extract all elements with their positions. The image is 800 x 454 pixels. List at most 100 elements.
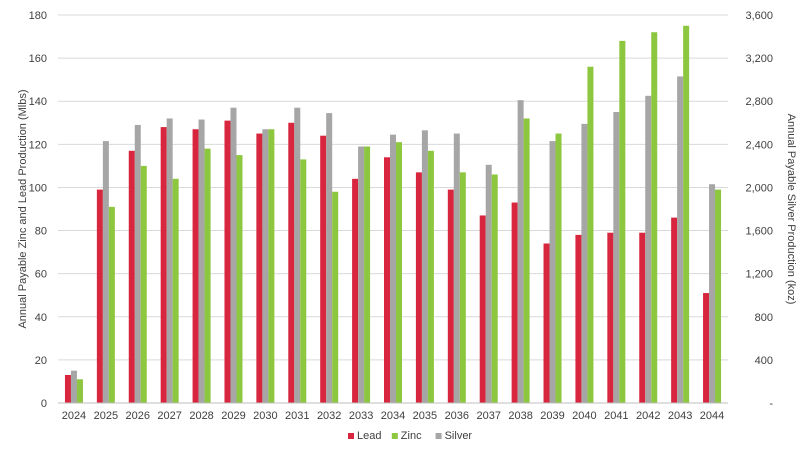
bar-silver (645, 95, 652, 403)
bar-lead (128, 150, 135, 403)
right-tick-label: 400 (755, 355, 773, 367)
legend-swatch (348, 433, 354, 439)
right-tick-label: - (769, 398, 773, 410)
x-tick-label: 2027 (157, 410, 181, 422)
bar-silver (709, 184, 716, 403)
bar-zinc (683, 25, 690, 404)
bar-zinc (491, 174, 498, 403)
bar-lead (64, 374, 71, 403)
bar-zinc (619, 40, 626, 403)
x-tick-label: 2032 (317, 410, 341, 422)
bar-zinc (715, 189, 722, 403)
bar-zinc (555, 133, 562, 404)
bar-lead (224, 120, 231, 403)
x-tick-label: 2031 (285, 410, 309, 422)
bar-lead (543, 243, 550, 403)
left-tick-label: 0 (41, 398, 47, 410)
bar-silver (358, 146, 365, 403)
x-tick-label: 2044 (700, 410, 724, 422)
bar-zinc (300, 159, 307, 403)
left-tick-label: 40 (35, 312, 47, 324)
bar-zinc (268, 129, 275, 403)
bar-lead (384, 157, 390, 403)
x-tick-label: 2038 (508, 410, 532, 422)
bar-zinc (236, 155, 243, 403)
legend-label: Silver (445, 430, 473, 442)
legend: Lead Zinc Silver (348, 430, 472, 442)
x-tick-label: 2040 (572, 410, 596, 422)
bar-lead (447, 189, 454, 403)
bar-silver (134, 124, 141, 403)
right-axis-ticks: - 400 800 1,200 1,600 2,000 2,400 2,800 3,200 3,6… (745, 10, 773, 410)
bar-silver (198, 119, 205, 404)
bar-zinc (396, 142, 402, 403)
bar-zinc (587, 66, 594, 403)
right-tick-label: 2,000 (745, 182, 773, 194)
x-axis-ticks: 2024 2025 2026 2027 2028 2029 2030 2031 2032 2033… (62, 410, 725, 422)
bar-zinc (427, 150, 434, 403)
x-tick-label: 2030 (253, 410, 277, 422)
x-tick-label: 2025 (94, 410, 118, 422)
bar-silver (581, 123, 588, 403)
left-tick-label: 180 (29, 10, 47, 22)
bar-zinc (172, 178, 179, 403)
bar-zinc (204, 148, 211, 403)
x-tick-label: 2041 (604, 410, 628, 422)
bar-silver (390, 134, 396, 403)
bar-lead (479, 215, 486, 403)
legend-swatch (435, 433, 442, 439)
bar-zinc (651, 32, 658, 403)
right-tick-label: 2,800 (745, 96, 773, 108)
bar-silver (166, 118, 173, 403)
x-tick-label: 2043 (668, 410, 692, 422)
left-tick-label: 80 (35, 226, 47, 238)
bar-silver (326, 113, 333, 404)
bar-silver (102, 141, 109, 403)
bar-zinc (459, 172, 466, 403)
bar-lead (671, 217, 678, 403)
left-tick-label: 140 (29, 96, 47, 108)
bar-lead (160, 127, 167, 403)
right-tick-label: 800 (755, 312, 773, 324)
bar-silver (549, 141, 556, 403)
bar-lead (607, 232, 614, 403)
x-tick-label: 2033 (349, 410, 373, 422)
legend-swatch (391, 433, 398, 439)
bar-zinc (332, 191, 339, 403)
left-axis-ticks: 0 20 40 60 80 100 120 140 160 180 (29, 10, 47, 410)
bar-zinc (140, 165, 147, 403)
bar-lead (415, 172, 422, 403)
bar-silver (421, 130, 428, 404)
bar-silver (485, 164, 492, 403)
x-tick-label: 2028 (189, 410, 213, 422)
right-tick-label: 1,200 (745, 269, 773, 281)
bar-lead (511, 202, 518, 403)
right-axis-title: Annual Payable Silver Production (koz) (785, 114, 797, 305)
bar-zinc (364, 146, 371, 403)
bar-lead (703, 293, 710, 403)
legend-label: Lead (357, 430, 381, 442)
bar-zinc (108, 206, 115, 403)
bar-silver (517, 100, 524, 404)
x-tick-label: 2035 (413, 410, 437, 422)
x-tick-label: 2037 (476, 410, 500, 422)
left-tick-label: 100 (29, 182, 47, 194)
bar-silver (70, 370, 77, 403)
x-tick-label: 2026 (126, 410, 150, 422)
right-tick-label: 3,200 (745, 53, 773, 65)
bar-lead (575, 234, 582, 403)
bar-silver (613, 112, 620, 403)
bar-zinc (523, 118, 530, 403)
bar-lead (639, 232, 646, 403)
x-tick-label: 2029 (221, 410, 245, 422)
bars (64, 25, 722, 404)
bar-zinc (76, 379, 83, 403)
bar-silver (230, 107, 237, 403)
left-tick-label: 120 (29, 139, 47, 151)
bar-silver (294, 107, 301, 403)
x-tick-label: 2024 (62, 410, 86, 422)
legend-label: Zinc (401, 430, 422, 442)
bar-lead (256, 133, 263, 404)
left-tick-label: 20 (35, 355, 47, 367)
